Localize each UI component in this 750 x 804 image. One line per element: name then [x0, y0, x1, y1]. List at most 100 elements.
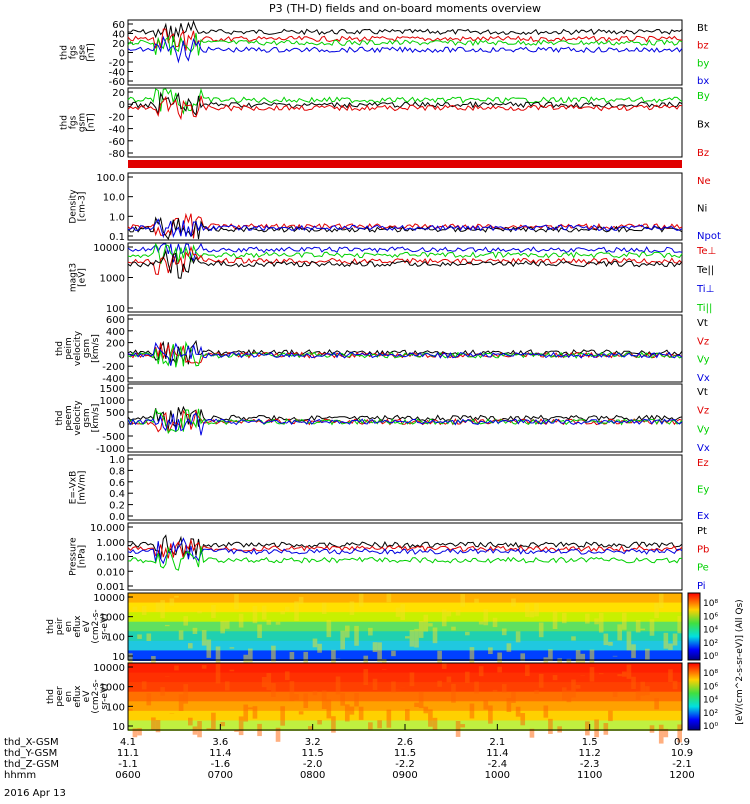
panel-frame — [128, 523, 682, 590]
x-tick-label: 0.9 — [674, 737, 690, 748]
legend-label: Vz — [697, 336, 709, 347]
spectrogram-texture — [243, 705, 248, 722]
x-tick-label: 0800 — [300, 770, 325, 781]
legend-label: Vt — [697, 318, 708, 329]
spectrogram-texture — [668, 644, 673, 650]
spectrogram-texture — [585, 721, 590, 735]
x-tick-label: 1.5 — [582, 737, 598, 748]
spectrogram-texture — [640, 682, 645, 696]
y-axis-label: [km/s] — [91, 404, 101, 433]
legend-label: Bt — [697, 23, 708, 34]
spectrogram-texture — [470, 704, 475, 719]
spectrogram-texture — [525, 665, 530, 676]
y-tick-label: 10000 — [93, 243, 125, 254]
spectrogram-texture — [470, 647, 475, 664]
spectrogram-texture — [456, 721, 461, 737]
spectrogram-texture — [451, 627, 456, 631]
spectrogram-texture — [363, 669, 368, 685]
y-axis-label: [nT] — [87, 43, 97, 61]
spectrogram-texture — [137, 728, 142, 735]
spectrogram-texture — [271, 683, 276, 697]
spectrogram-texture — [373, 679, 378, 690]
legend-label: by — [697, 58, 709, 69]
legend-label: Vt — [697, 387, 708, 398]
y-tick-label: -60 — [109, 77, 125, 88]
spectrogram-texture — [636, 620, 641, 632]
spectrogram-texture — [128, 709, 133, 711]
x-tick-label: 3.6 — [212, 737, 228, 748]
legend-label: Ni — [697, 204, 707, 215]
spectrogram-texture — [571, 636, 576, 640]
y-axis-label: [nPa] — [78, 545, 88, 568]
spectrogram-texture — [396, 690, 401, 691]
spectrogram-texture — [590, 667, 595, 682]
date-label: 2016 Apr 13 — [4, 788, 66, 799]
x-tick-label: 3.2 — [305, 737, 321, 748]
spectrogram-texture — [368, 628, 373, 636]
spectrogram-texture — [142, 606, 147, 615]
y-tick-label: 1.0 — [109, 455, 125, 466]
spectrogram-texture — [267, 673, 272, 690]
spectrogram-texture — [146, 633, 151, 641]
spectrogram-texture — [433, 718, 438, 730]
spectrogram-texture — [137, 634, 142, 639]
spectrogram-texture — [433, 628, 438, 644]
legend-label: bx — [697, 76, 709, 87]
spectrogram-texture — [387, 594, 392, 602]
spectrogram-texture — [179, 694, 184, 711]
spectrogram-texture — [211, 605, 216, 618]
spectrogram-texture — [534, 603, 539, 616]
x-tick-label: 11.4 — [209, 748, 231, 759]
spectrogram-texture — [133, 607, 138, 610]
spectrogram-texture — [511, 692, 516, 703]
spectrogram-texture — [465, 632, 470, 636]
colorbar — [688, 593, 700, 660]
x-tick-label: 11.4 — [486, 748, 508, 759]
legend-label: Ex — [697, 511, 709, 522]
spectrogram-texture — [493, 690, 498, 692]
spectrogram-texture — [216, 646, 221, 665]
spectrogram-texture — [428, 623, 433, 626]
spectrogram-texture — [211, 713, 216, 730]
spectrogram-texture — [539, 674, 544, 688]
x-tick-label: 1000 — [485, 770, 510, 781]
x-tick-label: 0700 — [208, 770, 233, 781]
y-tick-label: 1.000 — [96, 538, 125, 549]
y-axis-label: sr-eV) — [100, 683, 110, 709]
spectrogram-texture — [530, 611, 535, 617]
spectrogram-texture — [188, 718, 193, 726]
x-tick-label: 0600 — [115, 770, 140, 781]
spectrogram-texture — [267, 620, 272, 625]
spectrogram-texture — [377, 642, 382, 662]
spectrogram-texture — [414, 629, 419, 648]
spectrogram-texture — [151, 717, 156, 730]
spectrogram-texture — [299, 597, 304, 604]
legend-label: Ti⊥ — [696, 284, 714, 295]
y-tick-label: -60 — [109, 137, 125, 148]
spectrogram-texture — [160, 687, 165, 696]
legend-label: Vz — [697, 406, 709, 417]
spectrogram-texture — [483, 700, 488, 709]
spectrogram-texture — [520, 713, 525, 725]
spectrogram-texture — [313, 691, 318, 695]
y-tick-label: -40 — [109, 125, 125, 136]
spectrogram-texture — [608, 711, 613, 721]
spectrogram-texture — [562, 613, 567, 623]
colorbar-group: 10⁸10⁶10⁴10²10⁰10⁸10⁶10⁴10²10⁰[eV/(cm^2-… — [688, 593, 745, 732]
spectrogram-texture — [257, 624, 262, 638]
panel-8: 10.0001.0000.1000.0100.001Pressure[nPa]P… — [69, 523, 710, 593]
spectrogram-texture — [220, 722, 225, 726]
spectrogram-texture — [497, 667, 502, 673]
spectrogram-texture — [673, 681, 678, 689]
y-tick-label: 0.6 — [109, 478, 125, 489]
spectrogram-texture — [271, 646, 276, 662]
spectrogram-band — [128, 692, 682, 703]
y-tick-label: 10.000 — [90, 523, 125, 534]
spectrogram-texture — [239, 614, 244, 628]
spectrogram-texture — [253, 606, 258, 623]
